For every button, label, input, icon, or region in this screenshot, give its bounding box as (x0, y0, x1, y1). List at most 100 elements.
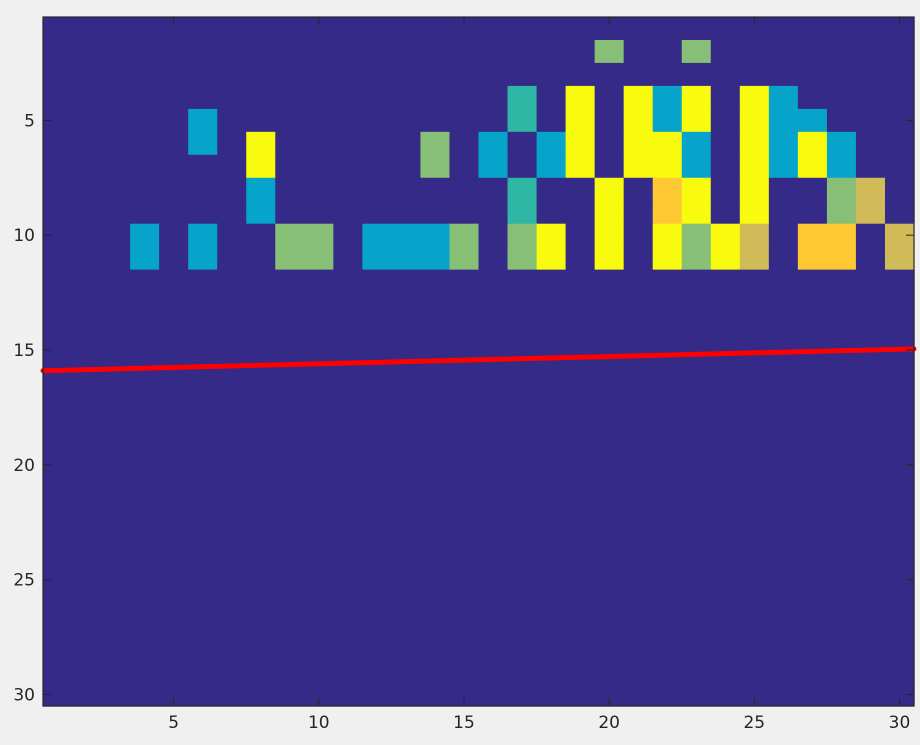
heatmap-cell (420, 614, 451, 638)
heatmap-cell (884, 522, 915, 546)
heatmap-cell (101, 499, 131, 523)
heatmap-cell (304, 39, 334, 64)
heatmap-cell (681, 361, 712, 386)
heatmap-cell (362, 177, 392, 202)
heatmap-cell (304, 683, 334, 707)
heatmap-cell (884, 246, 915, 271)
heatmap-cell (420, 17, 451, 41)
heatmap-cell (72, 269, 102, 294)
heatmap-cell (159, 453, 189, 477)
heatmap-cell (710, 246, 741, 271)
heatmap-cell (159, 246, 189, 271)
heatmap-cell (507, 269, 538, 294)
heatmap-cell (275, 407, 305, 431)
heatmap-cell (43, 338, 73, 363)
heatmap-cell (333, 430, 363, 454)
heatmap-cell (246, 522, 276, 546)
heatmap-cell (101, 338, 131, 363)
heatmap-cell (72, 85, 102, 110)
heatmap-cell (101, 315, 131, 340)
heatmap-cell (333, 108, 363, 133)
heatmap-cell (217, 338, 247, 363)
heatmap-cell (130, 384, 160, 409)
heatmap-cell (826, 660, 857, 684)
heatmap-cell (652, 246, 683, 271)
heatmap-cell (275, 200, 305, 225)
heatmap-cell (275, 292, 305, 317)
heatmap-cell (478, 522, 509, 546)
heatmap-cell (333, 246, 363, 271)
heatmap-cell (304, 269, 334, 294)
heatmap-cell (449, 499, 480, 523)
heatmap-cell (652, 85, 683, 110)
heatmap-cell (420, 292, 451, 317)
heatmap-cell (420, 223, 451, 248)
heatmap-cell (43, 246, 73, 271)
heatmap-cell (72, 453, 102, 477)
heatmap-cell (188, 131, 218, 156)
heatmap-cell (507, 384, 538, 409)
heatmap-cell (275, 384, 305, 409)
heatmap-cell (623, 591, 654, 615)
heatmap-cell (217, 476, 247, 500)
heatmap-cell (333, 499, 363, 523)
heatmap-cell (333, 85, 363, 110)
heatmap-cell (652, 131, 683, 156)
heatmap-cell (130, 292, 160, 317)
heatmap-cell (159, 384, 189, 409)
heatmap-cell (217, 545, 247, 569)
heatmap-cell (362, 430, 392, 454)
heatmap-cell (623, 269, 654, 294)
heatmap-cell (72, 637, 102, 661)
heatmap-cell (420, 108, 451, 133)
heatmap-cell (130, 568, 160, 592)
heatmap-cell (159, 614, 189, 638)
heatmap-cell (391, 407, 422, 431)
heatmap-cell (43, 361, 73, 386)
heatmap-cell (362, 269, 392, 294)
heatmap-cell (710, 453, 741, 477)
heatmap-cell (739, 177, 770, 202)
heatmap-cell (304, 315, 334, 340)
heatmap-cell (739, 614, 770, 638)
heatmap-cell (768, 292, 799, 317)
heatmap-cell (855, 131, 886, 156)
heatmap-cell (159, 62, 189, 87)
heatmap-cell (536, 545, 567, 569)
heatmap-cell (797, 200, 828, 225)
heatmap-cell (72, 568, 102, 592)
heatmap-cell (391, 522, 422, 546)
heatmap-cell (507, 200, 538, 225)
heatmap-cell (565, 85, 596, 110)
heatmap-cell (652, 407, 683, 431)
heatmap-cell (188, 62, 218, 87)
heatmap-cell (478, 200, 509, 225)
heatmap-cell (43, 522, 73, 546)
heatmap-cell (217, 62, 247, 87)
heatmap-cell (159, 430, 189, 454)
heatmap-cell (333, 223, 363, 248)
heatmap-cell (420, 683, 451, 707)
heatmap-cell (884, 177, 915, 202)
heatmap-cell (391, 476, 422, 500)
heatmap-cell (43, 177, 73, 202)
heatmap-cell (130, 131, 160, 156)
heatmap-cell (449, 430, 480, 454)
heatmap-cell (739, 430, 770, 454)
y-axis-ticks: 5 10 15 20 25 30 (13, 111, 914, 706)
heatmap-cell (594, 200, 625, 225)
heatmap-cell (275, 154, 305, 179)
heatmap-cell (449, 568, 480, 592)
heatmap-cell (275, 177, 305, 202)
heatmap-cell (826, 85, 857, 110)
heatmap-cell (159, 39, 189, 64)
heatmap-cell (420, 660, 451, 684)
heatmap-cell (855, 154, 886, 179)
heatmap-cell (72, 338, 102, 363)
heatmap-cell (130, 545, 160, 569)
heatmap-cell (826, 430, 857, 454)
heatmap-cell (391, 338, 422, 363)
heatmap-cell (594, 384, 625, 409)
heatmap-cell (710, 499, 741, 523)
heatmap-cell (594, 39, 625, 64)
